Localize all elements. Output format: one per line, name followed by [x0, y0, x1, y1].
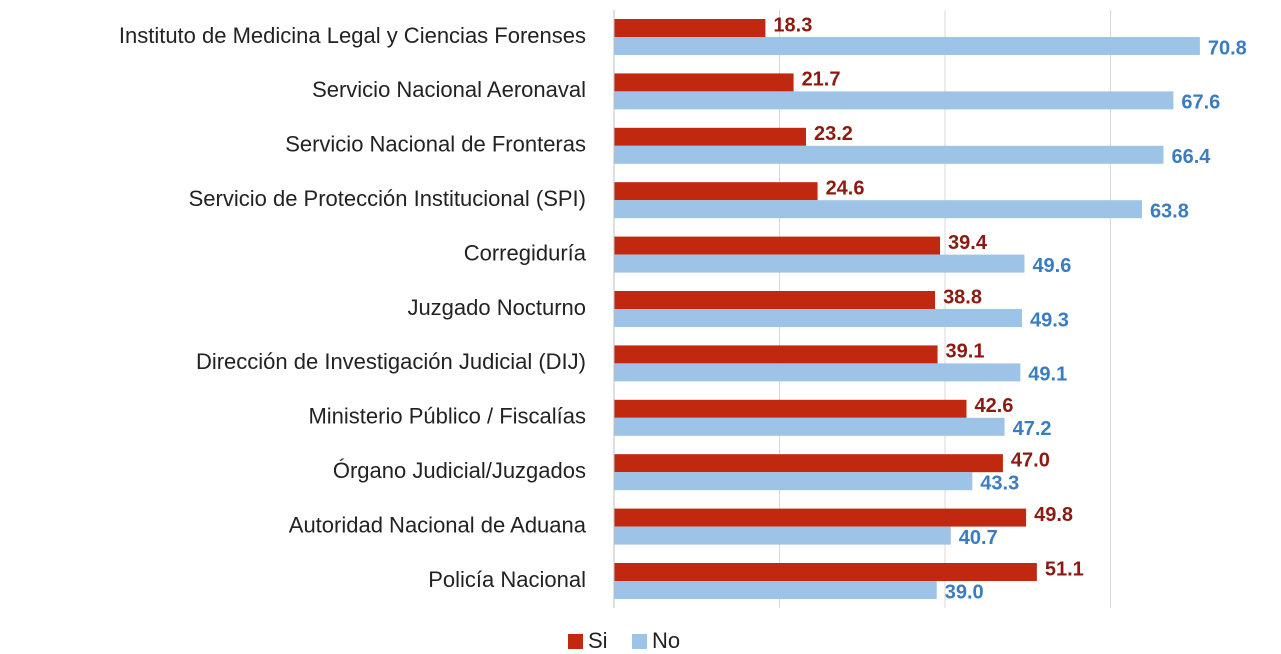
category-label: Corregiduría [464, 240, 587, 265]
data-label: 39.1 [946, 341, 985, 363]
data-label: 43.3 [980, 472, 1019, 494]
bar [614, 145, 1164, 164]
bar [614, 581, 937, 599]
bar [614, 200, 1142, 219]
bar [614, 254, 1025, 273]
data-label: 23.2 [814, 123, 853, 145]
bar [614, 508, 1027, 527]
data-label: 24.6 [826, 177, 865, 199]
data-label: 18.3 [773, 14, 812, 36]
category-label: Órgano Judicial/Juzgados [333, 458, 586, 483]
data-label: 51.1 [1045, 558, 1084, 580]
legend-swatch [632, 634, 647, 649]
category-label: Instituto de Medicina Legal y Ciencias F… [119, 23, 586, 48]
bar [614, 127, 806, 146]
category-label: Dirección de Investigación Judicial (DIJ… [196, 349, 586, 374]
data-label: 21.7 [802, 69, 841, 91]
bar [614, 91, 1174, 110]
data-label: 63.8 [1150, 200, 1189, 222]
data-label: 49.3 [1030, 309, 1069, 331]
data-label: 39.0 [945, 581, 984, 603]
category-label: Servicio Nacional Aeronaval [312, 77, 586, 102]
category-label: Juzgado Nocturno [407, 295, 586, 320]
bar [614, 345, 938, 364]
bar [614, 236, 941, 255]
legend-label: No [652, 628, 680, 653]
data-label: 47.0 [1011, 449, 1050, 471]
bar [614, 182, 818, 201]
bar [614, 73, 794, 92]
legend-label: Si [588, 628, 608, 653]
bar [614, 19, 766, 37]
data-label: 66.4 [1171, 146, 1211, 168]
data-label: 49.8 [1034, 504, 1073, 526]
category-label: Autoridad Nacional de Aduana [289, 512, 587, 537]
bar [614, 417, 1005, 436]
bar [614, 563, 1037, 581]
bar [614, 291, 936, 309]
bar [614, 363, 1021, 382]
bar [614, 37, 1200, 55]
data-label: 49.1 [1028, 364, 1067, 386]
legend-swatch [568, 634, 583, 649]
category-label: Policía Nacional [428, 567, 586, 592]
data-label: 49.6 [1032, 255, 1071, 277]
bar [614, 454, 1003, 473]
bar [614, 399, 967, 418]
category-label: Servicio Nacional de Fronteras [285, 132, 586, 157]
data-label: 70.8 [1208, 37, 1247, 59]
category-label: Ministerio Público / Fiscalías [308, 404, 586, 429]
category-label: Servicio de Protección Institucional (SP… [189, 186, 586, 211]
bar [614, 526, 951, 545]
data-label: 42.6 [975, 395, 1014, 417]
bar [614, 309, 1022, 327]
data-label: 40.7 [959, 527, 998, 549]
bar [614, 472, 973, 491]
data-label: 39.4 [948, 232, 988, 254]
data-label: 67.6 [1181, 92, 1220, 114]
data-label: 38.8 [943, 286, 982, 308]
data-label: 47.2 [1013, 418, 1052, 440]
